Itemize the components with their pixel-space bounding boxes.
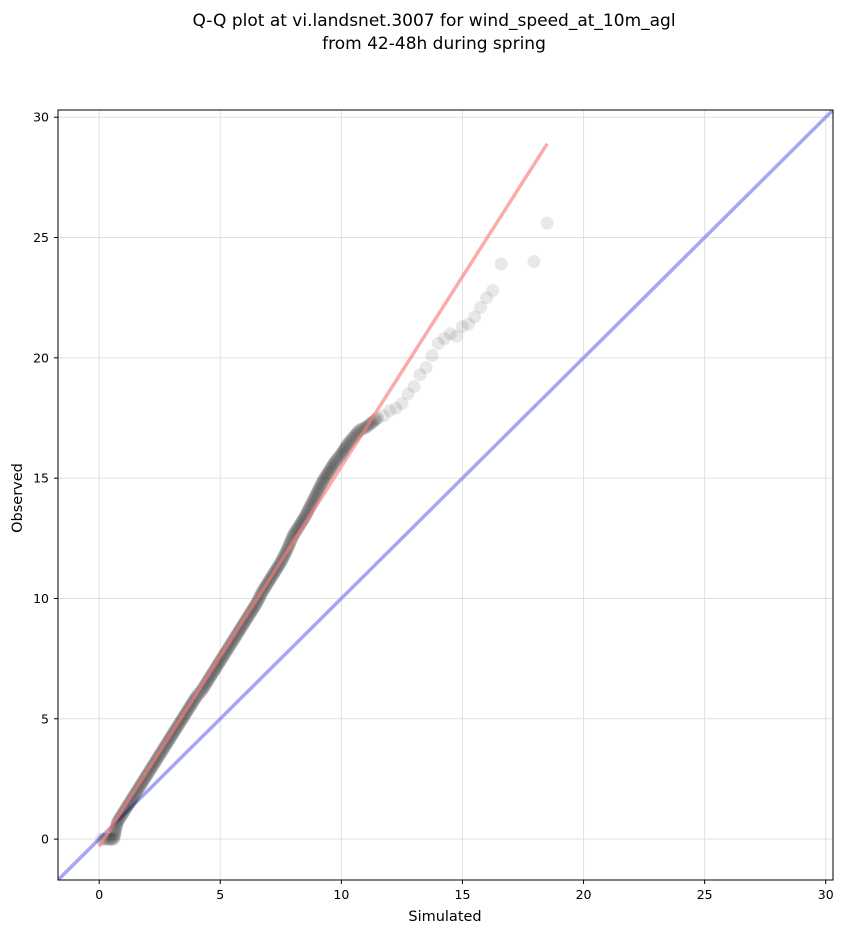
y-tick-label: 25 (33, 230, 49, 245)
quantile-point (340, 439, 354, 453)
quantile-point (437, 332, 451, 346)
identity-line (58, 110, 833, 880)
quantile-point (107, 831, 121, 845)
quantile-point (328, 456, 342, 470)
quantile-point (323, 463, 337, 477)
quantile-point (324, 462, 338, 476)
quantile-point (317, 472, 331, 486)
quantile-point (474, 300, 488, 314)
quantile-point (318, 470, 332, 484)
quantile-point (328, 454, 342, 468)
quantile-point (327, 457, 341, 471)
quantile-point (314, 479, 328, 493)
quantile-point (310, 486, 324, 500)
quantile-point (340, 437, 354, 451)
quantile-point (443, 327, 457, 341)
quantile-point (431, 336, 445, 350)
quantile-point (316, 475, 330, 489)
quantile-point (494, 257, 508, 271)
quantile-point (331, 451, 345, 465)
x-axis-label: Simulated (408, 909, 481, 925)
quantile-point (309, 487, 323, 501)
chart-title: Q-Q plot at vi.landsnet.3007 for wind_sp… (192, 11, 675, 31)
quantile-point (341, 436, 355, 450)
quantile-point (319, 469, 333, 483)
quantile-point (401, 387, 415, 401)
quantile-point (455, 320, 469, 334)
quantile-point (108, 828, 122, 841)
quantile-point (104, 832, 118, 846)
quantile-point (314, 478, 328, 492)
quantile-point (105, 832, 119, 846)
quantile-point (486, 283, 500, 297)
quantile-point (330, 452, 344, 466)
quantile-point (107, 829, 121, 843)
x-tick-label: 30 (818, 887, 834, 902)
y-axis-ticks: 0 5 10 15 20 25 30 (33, 110, 58, 847)
quantile-point (462, 317, 476, 331)
x-axis-ticks: 0 5 10 15 20 25 30 (95, 880, 834, 902)
identity-line-layer (58, 110, 833, 880)
y-tick-label: 30 (33, 110, 49, 125)
quantile-point (449, 329, 463, 343)
quantile-point (312, 482, 326, 496)
quantile-point (332, 450, 346, 463)
quantile-point (333, 448, 347, 462)
quantile-point (425, 348, 439, 362)
quantile-point (326, 458, 340, 472)
quantile-point (480, 291, 494, 305)
quantile-point (311, 483, 325, 497)
y-tick-label: 0 (41, 832, 49, 847)
quantile-point (540, 216, 554, 230)
x-tick-label: 10 (333, 887, 349, 902)
quantile-point (318, 471, 332, 485)
y-tick-label: 10 (33, 591, 49, 606)
quantile-point (338, 441, 352, 455)
quantile-point (322, 464, 336, 478)
quantile-point (313, 480, 327, 494)
quantile-point (413, 368, 427, 382)
x-tick-label: 20 (576, 887, 592, 902)
quantile-point (321, 466, 335, 480)
quantile-point (395, 397, 409, 411)
x-tick-label: 25 (697, 887, 713, 902)
fit-line (97, 142, 549, 848)
quantile-point (339, 440, 353, 454)
quantile-point (383, 404, 397, 418)
quantile-point (337, 442, 351, 456)
x-tick-label: 15 (455, 887, 471, 902)
quantile-point (334, 447, 348, 461)
plot-frame (57, 109, 834, 881)
quantile-point (527, 255, 541, 269)
y-tick-label: 20 (33, 350, 49, 365)
quantile-point (311, 484, 325, 498)
quantile-point (407, 380, 421, 394)
quantile-point (468, 310, 482, 324)
quantile-points (95, 216, 554, 846)
quantile-point (315, 476, 329, 490)
y-tick-label: 5 (41, 711, 49, 726)
x-tick-label: 0 (95, 887, 103, 902)
y-axis-label: Observed (10, 463, 26, 533)
quantile-point (107, 832, 121, 846)
quantile-point (419, 360, 433, 374)
x-tick-label: 5 (216, 887, 224, 902)
quantile-point (316, 474, 330, 488)
quantile-point (325, 460, 339, 474)
quantile-point (325, 459, 339, 473)
quantile-point (320, 468, 334, 482)
quantile-point (336, 445, 350, 459)
quantile-point (329, 453, 343, 467)
fit-line-layer (97, 142, 549, 848)
quantile-point (335, 446, 349, 460)
y-tick-label: 15 (33, 471, 49, 486)
quantile-point (321, 465, 335, 479)
chart-subtitle: from 42-48h during spring (322, 34, 546, 54)
quantile-point (337, 443, 351, 457)
quantile-point (342, 435, 356, 449)
quantile-point (377, 409, 391, 423)
quantile-point (389, 401, 403, 415)
